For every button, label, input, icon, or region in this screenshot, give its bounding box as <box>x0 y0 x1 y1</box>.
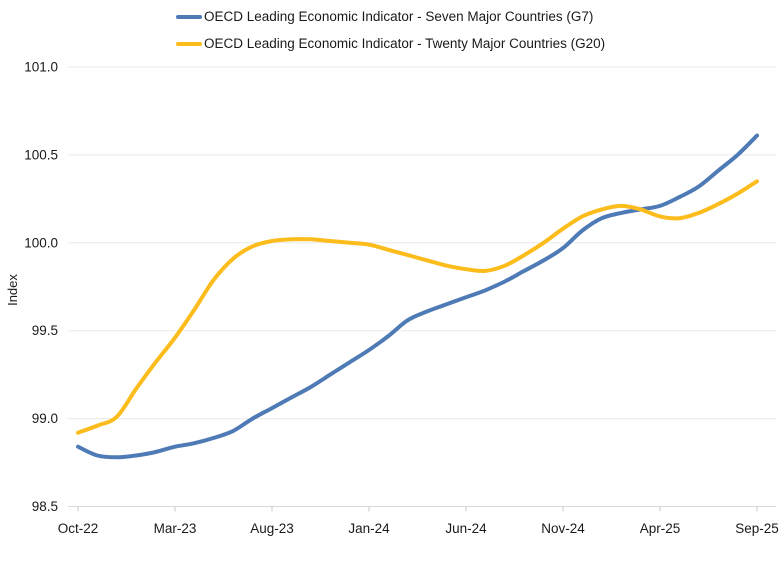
chart-legend: OECD Leading Economic Indicator - Seven … <box>176 8 605 53</box>
legend-item-g20: OECD Leading Economic Indicator - Twenty… <box>176 35 605 53</box>
y-tick-label: 98.5 <box>32 499 58 514</box>
series-line-g20 <box>76 179 759 435</box>
x-tick-label: Nov-24 <box>541 521 585 536</box>
x-tick-label: Apr-25 <box>640 521 681 536</box>
y-axis-title: Index <box>5 274 20 306</box>
x-tick-label: Jan-24 <box>348 521 390 536</box>
y-tick-label: 99.0 <box>32 411 58 426</box>
x-tick-label: Jun-24 <box>445 521 487 536</box>
legend-line-swatch-g20 <box>176 41 202 47</box>
legend-line-swatch-g7 <box>176 14 202 20</box>
legend-label-g7: OECD Leading Economic Indicator - Seven … <box>204 9 594 24</box>
x-tick-label: Aug-23 <box>250 521 294 536</box>
x-tick-label: Oct-22 <box>58 521 99 536</box>
y-tick-label: 99.5 <box>32 323 58 338</box>
x-tick-label: Mar-23 <box>154 521 197 536</box>
y-tick-label: 101.0 <box>24 60 58 75</box>
y-tick-label: 100.0 <box>24 235 58 250</box>
legend-label-g20: OECD Leading Economic Indicator - Twenty… <box>204 36 606 51</box>
x-tick-label: Sep-25 <box>735 521 779 536</box>
series-line-g7 <box>76 133 759 460</box>
legend-item-g7: OECD Leading Economic Indicator - Seven … <box>176 8 605 26</box>
y-tick-label: 100.5 <box>24 147 58 162</box>
